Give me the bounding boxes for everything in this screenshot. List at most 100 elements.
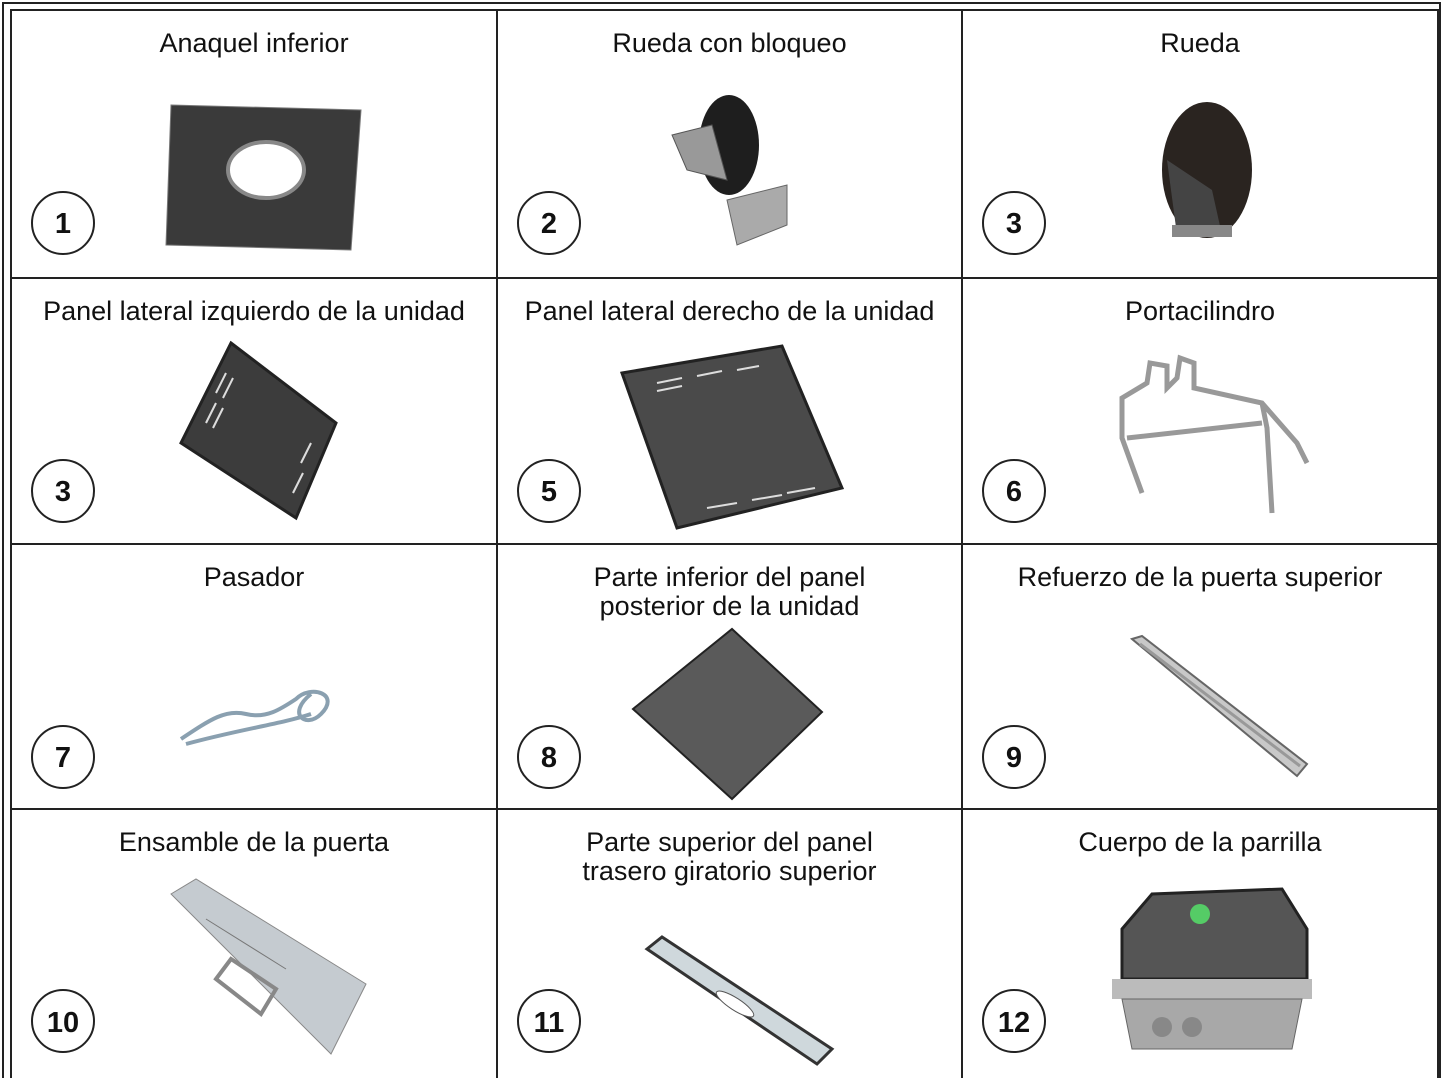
number-badge — [982, 725, 1046, 789]
number-badge — [31, 191, 95, 255]
number-badge — [31, 989, 95, 1053]
part-illustration — [1162, 102, 1252, 238]
part-title: Cuerpo de la parrilla — [1078, 827, 1322, 857]
illustration-shape — [215, 372, 227, 394]
part-number: 1 — [55, 208, 71, 240]
illustration-shape — [1121, 998, 1303, 1050]
part-cell: Pasador 7 — [31, 562, 330, 789]
number-badge — [982, 989, 1046, 1053]
part-title: Refuerzo de la puerta superior — [1018, 562, 1383, 592]
part-title: Parte inferior del panel — [594, 562, 866, 592]
part-cell: Panel lateral izquierdo de la unidad 3 — [31, 296, 465, 523]
number-badge — [31, 725, 95, 789]
number-badge — [31, 459, 95, 523]
illustration-shape — [212, 407, 224, 429]
part-illustration — [170, 878, 367, 1055]
part-illustration — [1112, 887, 1312, 1050]
part-title: Portacilindro — [1125, 296, 1275, 326]
illustration-shape — [631, 627, 824, 801]
part-illustration — [671, 95, 788, 246]
illustration-shape — [736, 365, 760, 371]
illustration-shape — [1139, 642, 1301, 768]
illustration-shape — [205, 918, 287, 970]
part-number: 2 — [541, 208, 557, 240]
illustration-shape — [213, 956, 279, 1017]
part-number: 6 — [1006, 476, 1022, 508]
illustration-shape — [170, 878, 367, 1055]
part-illustration — [1129, 634, 1309, 778]
illustration-shape — [619, 344, 845, 530]
part-number: 8 — [541, 742, 557, 774]
illustration-shape — [226, 140, 306, 200]
part-number: 12 — [998, 1007, 1030, 1039]
illustration-shape — [656, 385, 683, 392]
part-number: 10 — [47, 1007, 79, 1039]
illustration-shape — [179, 340, 338, 521]
part-title: Anaquel inferior — [159, 28, 348, 58]
illustration-shape — [1172, 225, 1232, 237]
part-title: trasero giratorio superior — [582, 856, 876, 886]
part-number: 11 — [534, 1007, 565, 1039]
table-border — [10, 9, 1439, 1078]
part-title: Rueda con bloqueo — [612, 28, 846, 58]
illustration-shape — [1182, 1017, 1202, 1037]
illustration-shape — [179, 689, 330, 746]
part-number: 3 — [55, 476, 71, 508]
illustration-shape — [671, 124, 728, 181]
illustration-shape — [1120, 887, 1309, 981]
part-number: 5 — [541, 476, 557, 508]
illustration-shape — [292, 472, 304, 494]
part-illustration — [179, 340, 338, 521]
part-cell: Ensamble de la puerta 10 — [31, 827, 390, 1055]
part-cell: Rueda con bloqueo 2 — [517, 28, 847, 255]
illustration-shape — [1167, 160, 1222, 235]
number-badge — [517, 191, 581, 255]
part-illustration — [1119, 354, 1310, 514]
illustration-shape — [706, 502, 738, 509]
number-badge — [517, 989, 581, 1053]
illustration-shape — [1190, 904, 1210, 924]
illustration-shape — [1152, 1017, 1172, 1037]
part-title: Ensamble de la puerta — [119, 827, 390, 857]
part-cell: Anaquel inferior 1 — [31, 28, 362, 255]
illustration-shape — [1112, 979, 1312, 999]
part-number: 9 — [1006, 742, 1022, 774]
illustration-shape — [205, 402, 217, 424]
illustration-shape — [1119, 354, 1310, 514]
illustration-shape — [696, 370, 723, 377]
illustration-shape — [205, 372, 312, 494]
part-number: 3 — [1006, 208, 1022, 240]
part-illustration — [631, 627, 824, 801]
part-title: Pasador — [204, 562, 305, 592]
part-title: Parte superior del panel — [586, 827, 873, 857]
part-title: posterior de la unidad — [600, 591, 860, 621]
part-cell: Cuerpo de la parrilla 12 — [982, 827, 1323, 1053]
part-cell: Rueda 3 — [982, 28, 1252, 255]
number-badge — [517, 459, 581, 523]
part-illustration — [179, 689, 330, 746]
number-badge — [982, 459, 1046, 523]
illustration-shape — [751, 494, 783, 501]
part-title: Panel lateral derecho de la unidad — [525, 296, 935, 326]
part-illustration — [619, 344, 845, 530]
illustration-shape — [786, 487, 816, 494]
illustration-shape — [726, 184, 788, 246]
part-cell: Portacilindro 6 — [982, 296, 1310, 523]
number-badge — [517, 725, 581, 789]
number-badge — [982, 191, 1046, 255]
part-cell: Panel lateral derecho de la unidad 5 — [517, 296, 935, 530]
part-illustration — [165, 104, 362, 251]
illustration-shape — [715, 990, 755, 1018]
part-title: Panel lateral izquierdo de la unidad — [43, 296, 465, 326]
part-cell: Refuerzo de la puerta superior 9 — [982, 562, 1383, 789]
illustration-shape — [656, 377, 683, 384]
part-title: Rueda — [1160, 28, 1241, 58]
illustration-shape — [656, 365, 816, 509]
part-number: 7 — [55, 742, 71, 774]
illustration-shape — [222, 377, 234, 399]
illustration-shape — [300, 442, 312, 464]
